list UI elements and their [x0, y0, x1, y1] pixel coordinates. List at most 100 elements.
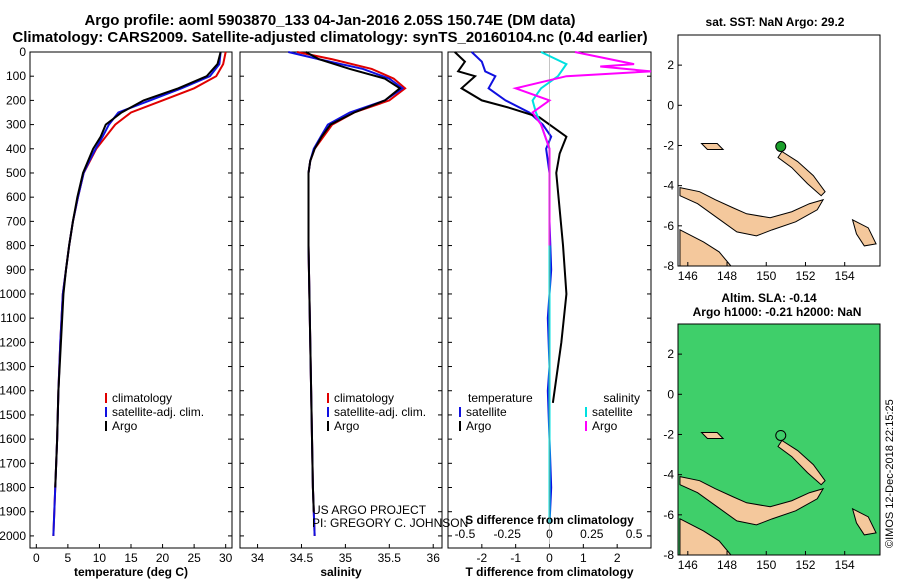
- legend-sdiff-label: Argo: [592, 419, 618, 433]
- series-line-argo: [305, 51, 402, 512]
- ytick-label: 700: [6, 214, 26, 228]
- sla-map-title-line2: Argo h1000: -0.21 h2000: NaN: [693, 305, 862, 319]
- map-xtick-label: 150: [756, 269, 776, 283]
- ytick-label: 600: [6, 190, 26, 204]
- profile-location-marker: [775, 140, 787, 152]
- land-mass: [679, 476, 825, 526]
- land-mass: [679, 518, 733, 556]
- map-xtick-label: 146: [678, 558, 698, 572]
- xtick-label: 2: [614, 551, 621, 565]
- land-mass: [679, 229, 733, 267]
- ytick-label: 1300: [0, 360, 26, 374]
- legend-tdiff-label: Argo: [466, 419, 492, 433]
- series-line-s-argo: [512, 51, 652, 246]
- legend-sal-title: salinity: [603, 391, 640, 405]
- panel-frame-1: [239, 51, 443, 549]
- ytick-label: 1000: [0, 287, 26, 301]
- panel-frame-0: [29, 51, 233, 549]
- map-ytick-label: -2: [663, 138, 674, 152]
- xtick-label: 36: [427, 551, 441, 565]
- xtick-label: 0: [33, 551, 40, 565]
- xtick-label: 34.5: [290, 551, 314, 565]
- sla-map-title-line1: Altim. SLA: -0.14: [721, 291, 817, 305]
- xtick-label: 5: [65, 551, 72, 565]
- map-xtick-label: 146: [678, 269, 698, 283]
- legend-temp-label: Argo: [112, 419, 138, 433]
- ytick-label: 1100: [0, 311, 26, 325]
- xtick-label: 10: [93, 551, 107, 565]
- map-xtick-label: 148: [717, 558, 737, 572]
- legend-temp-title: temperature: [468, 391, 533, 405]
- legend-sal-label: satellite-adj. clim.: [334, 405, 426, 419]
- series-line-t-satellite: [470, 51, 553, 524]
- sst-map-title: sat. SST: NaN Argo: 29.2: [706, 15, 845, 29]
- xtick-label: 34: [251, 551, 265, 565]
- xtick-label: 30: [219, 551, 233, 565]
- ytick-label: 1600: [0, 432, 26, 446]
- series-line-t-argo: [454, 51, 568, 403]
- x2tick-label: -0.25: [494, 527, 522, 541]
- map-frame: [677, 323, 881, 556]
- chart-title-line2: Climatology: CARS2009. Satellite-adjuste…: [12, 29, 648, 46]
- map-sla-map: [677, 323, 881, 556]
- land-mass: [851, 507, 877, 536]
- ytick-label: 0: [19, 45, 26, 59]
- map-xtick-label: 150: [756, 558, 776, 572]
- ytick-label: 1700: [0, 456, 26, 470]
- land-mass: [851, 218, 877, 247]
- xtick-label: 15: [124, 551, 138, 565]
- ytick-label: 400: [6, 142, 26, 156]
- land-mass: [700, 142, 725, 150]
- legend-tdiff-label: satellite: [466, 405, 507, 419]
- xtick-label: 1: [580, 551, 587, 565]
- legend-sdiff-label: satellite: [592, 405, 633, 419]
- land-mass: [777, 439, 826, 486]
- map-xtick-label: 152: [795, 269, 815, 283]
- ytick-label: 1900: [0, 505, 26, 519]
- map-ytick-label: 0: [667, 387, 674, 401]
- map-sst-map: [677, 34, 881, 267]
- credit-line1: US ARGO PROJECT: [312, 503, 427, 517]
- xaxis-label: T difference from climatology: [465, 565, 633, 579]
- land-mass: [679, 187, 825, 237]
- credit-line2: PI: GREGORY C. JOHNSON: [312, 516, 468, 530]
- map-xtick-label: 152: [795, 558, 815, 572]
- map-ytick-label: -4: [663, 468, 674, 482]
- legend-sal-label: climatology: [334, 391, 394, 405]
- map-xtick-label: 148: [717, 269, 737, 283]
- map-xtick-label: 154: [835, 269, 855, 283]
- ytick-label: 1400: [0, 384, 26, 398]
- map-ytick-label: 0: [667, 98, 674, 112]
- series-line-argo: [54, 51, 222, 488]
- ytick-label: 800: [6, 239, 26, 253]
- x2tick-label: 0.5: [626, 527, 643, 541]
- ytick-label: 500: [6, 166, 26, 180]
- series-line-climatology: [52, 51, 227, 536]
- xtick-label: 35.5: [378, 551, 402, 565]
- ytick-label: 300: [6, 118, 26, 132]
- xtick-label: 0: [546, 551, 553, 565]
- series-line-satellite: [288, 51, 405, 536]
- ytick-label: 1200: [0, 335, 26, 349]
- land-mass: [777, 150, 826, 197]
- ytick-label: 2000: [0, 529, 26, 543]
- map-ytick-label: -8: [663, 548, 674, 562]
- ytick-label: 900: [6, 263, 26, 277]
- series-line-satellite: [52, 51, 222, 536]
- imos-stamp: ©IMOS 12-Dec-2018 22:15:25: [884, 399, 896, 548]
- xaxis-label: salinity: [320, 565, 362, 579]
- land-mass: [700, 431, 725, 439]
- x2tick-label: 0.25: [580, 527, 604, 541]
- xaxis-label: temperature (deg C): [74, 565, 188, 579]
- ytick-label: 100: [6, 69, 26, 83]
- ytick-label: 1500: [0, 408, 26, 422]
- map-ytick-label: 2: [667, 347, 674, 361]
- legend-temp-label: satellite-adj. clim.: [112, 405, 204, 419]
- map-ytick-label: 2: [667, 58, 674, 72]
- legend-temp-label: climatology: [112, 391, 172, 405]
- xtick-label: 25: [187, 551, 201, 565]
- xtick-label: 20: [156, 551, 170, 565]
- map-xtick-label: 154: [835, 558, 855, 572]
- ytick-label: 200: [6, 93, 26, 107]
